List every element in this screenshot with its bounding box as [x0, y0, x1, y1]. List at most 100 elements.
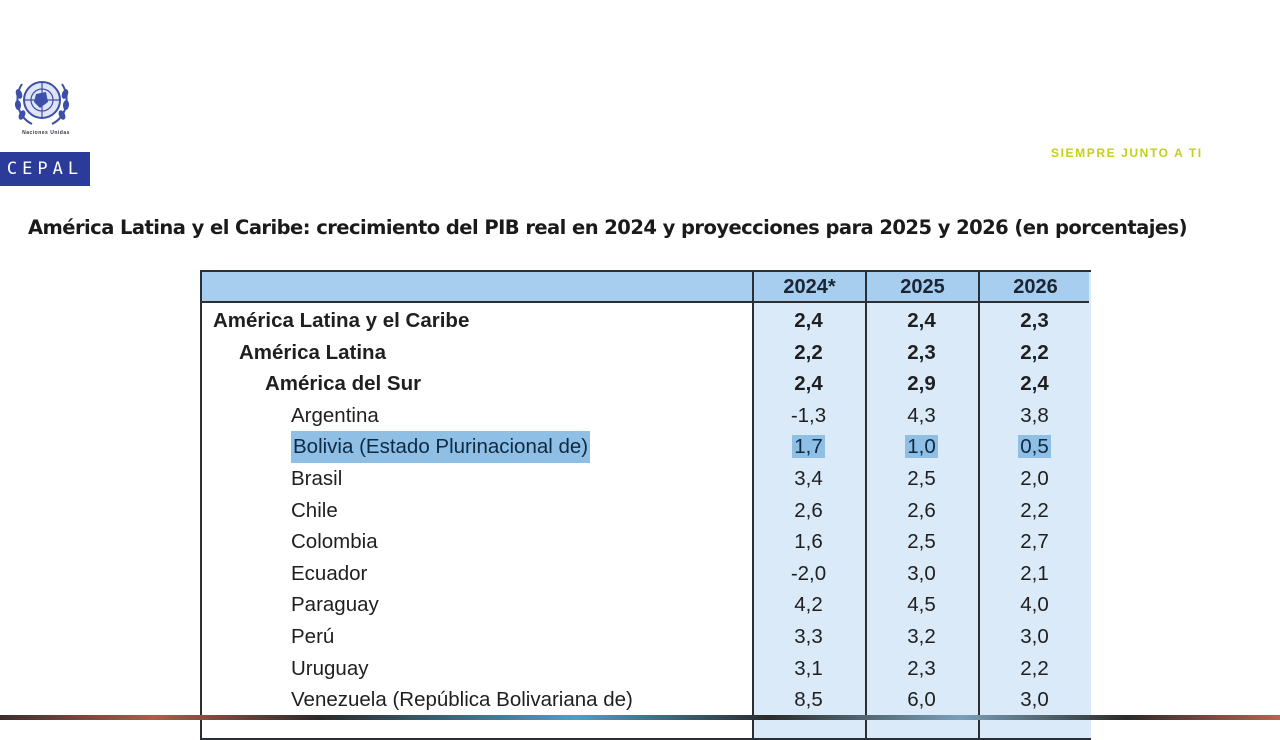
row-value-2026: 2,2 [978, 653, 1091, 685]
row-value-2024: 2,6 [752, 495, 865, 527]
row-value-2026: 2,2 [978, 495, 1091, 527]
value-text: 2,4 [794, 372, 823, 396]
row-value-2025: 2,3 [865, 653, 978, 685]
row-value-2024: -1,3 [752, 400, 865, 432]
table-row: Ecuador -2,0 3,0 2,1 [202, 558, 1089, 590]
row-label: Bolivia (Estado Plurinacional de) [291, 431, 591, 463]
row-value-2026: 2,0 [978, 463, 1091, 495]
value-text: 2,4 [1020, 372, 1049, 396]
row-value-2025: 2,6 [865, 495, 978, 527]
table-row: Chile 2,6 2,6 2,2 [202, 495, 1089, 527]
tagline: SIEMPRE JUNTO A TI [1051, 146, 1203, 160]
table-row: América Latina y el Caribe 2,4 2,4 2,3 [202, 305, 1089, 337]
value-text: -2,0 [790, 561, 827, 585]
column-bg-2026 [978, 272, 1091, 738]
table-row: Argentina -1,3 4,3 3,8 [202, 400, 1089, 432]
row-label: Paraguay [291, 593, 379, 617]
row-label: Chile [291, 498, 338, 522]
value-text: 1,6 [794, 530, 823, 554]
row-value-2026: 3,0 [978, 684, 1091, 716]
value-text: 2,5 [907, 467, 936, 490]
row-value-2024: 3,4 [752, 463, 865, 495]
un-emblem-icon [14, 81, 70, 125]
row-value-2025: 1,0 [865, 431, 978, 463]
row-value-2024: 2,4 [752, 305, 865, 337]
row-value-2025: 4,3 [865, 400, 978, 432]
row-value-2024: 4,2 [752, 589, 865, 621]
value-text: 3,4 [794, 467, 823, 490]
row-label: Perú [291, 625, 335, 648]
row-label: Uruguay [291, 656, 369, 680]
row-value-2026: 2,3 [978, 305, 1091, 337]
row-value-2024: 3,1 [752, 653, 865, 685]
value-text: 2,4 [907, 309, 936, 332]
row-value-2024: 1,7 [752, 431, 865, 463]
cepal-wordmark: CEPAL [0, 152, 90, 186]
row-value-2025: 3,2 [865, 621, 978, 653]
row-value-2024: 2,2 [752, 337, 865, 369]
row-label: América Latina [239, 340, 386, 364]
value-text: 4,3 [907, 403, 936, 427]
value-text: 3,1 [794, 656, 823, 680]
value-text: 6,0 [907, 688, 936, 712]
row-label: Colombia [291, 530, 378, 554]
value-text: 2,2 [1020, 656, 1049, 680]
table-title: América Latina y el Caribe: crecimiento … [28, 216, 1188, 239]
table-row: América del Sur 2,4 2,9 2,4 [202, 368, 1089, 400]
row-value-2025: 4,5 [865, 589, 978, 621]
row-label: Venezuela (República Bolivariana de) [291, 688, 633, 712]
table-row: Perú 3,3 3,2 3,0 [202, 621, 1089, 653]
row-value-2026: 2,7 [978, 526, 1091, 558]
table-row: Uruguay 3,1 2,3 2,2 [202, 653, 1089, 685]
table-row: Bolivia (Estado Plurinacional de) 1,7 1,0 0… [202, 431, 1089, 463]
row-label: América Latina y el Caribe [213, 309, 470, 332]
value-text: 4,2 [794, 593, 823, 617]
row-label: Ecuador [291, 561, 368, 585]
row-value-2025: 2,4 [865, 305, 978, 337]
row-value-2026: 4,0 [978, 589, 1091, 621]
row-label: Brasil [291, 467, 343, 490]
value-text: 3,0 [1020, 688, 1049, 712]
row-value-2026: 2,1 [978, 558, 1091, 590]
row-value-2025: 2,3 [865, 337, 978, 369]
value-text: 2,5 [907, 530, 936, 554]
value-text: 4,5 [907, 593, 936, 617]
value-text: -1,3 [790, 403, 827, 427]
row-value-2024: 1,6 [752, 526, 865, 558]
column-bg-2024 [752, 272, 865, 738]
un-label: Naciones Unidas [22, 130, 70, 136]
value-text: 2,9 [907, 372, 936, 396]
table-row: Brasil 3,4 2,5 2,0 [202, 463, 1089, 495]
row-value-2025: 2,5 [865, 526, 978, 558]
value-text: 1,0 [905, 435, 938, 459]
row-value-2024: 8,5 [752, 684, 865, 716]
value-text: 3,3 [794, 625, 823, 648]
row-value-2026: 2,4 [978, 368, 1091, 400]
value-text: 2,3 [907, 656, 936, 680]
value-text: 8,5 [794, 688, 823, 712]
row-value-2025: 6,0 [865, 684, 978, 716]
value-text: 4,0 [1020, 593, 1049, 617]
value-text: 2,0 [1020, 467, 1049, 490]
value-text: 2,1 [1020, 561, 1049, 585]
row-value-2025: 3,0 [865, 558, 978, 590]
column-header-2024: 2024* [752, 272, 865, 301]
column-bg-2025 [865, 272, 978, 738]
value-text: 1,7 [792, 435, 825, 459]
row-label: América del Sur [265, 372, 422, 396]
row-value-2026: 3,0 [978, 621, 1091, 653]
value-text: 0,5 [1018, 435, 1051, 459]
row-value-2024: 3,3 [752, 621, 865, 653]
value-text: 2,7 [1020, 530, 1049, 554]
value-text: 3,2 [907, 625, 936, 648]
column-header-2026: 2026 [978, 272, 1091, 301]
gdp-growth-table: 2024* 2025 2026 América Latina y el Cari… [200, 270, 1091, 740]
table-header: 2024* 2025 2026 [202, 272, 1089, 303]
value-text: 2,2 [1020, 340, 1049, 364]
row-value-2024: -2,0 [752, 558, 865, 590]
value-text: 3,8 [1020, 403, 1049, 427]
table-row: Paraguay 4,2 4,5 4,0 [202, 589, 1089, 621]
table-row: América Latina 2,2 2,3 2,2 [202, 337, 1089, 369]
value-text: 2,4 [794, 309, 823, 332]
column-header-2025: 2025 [865, 272, 978, 301]
